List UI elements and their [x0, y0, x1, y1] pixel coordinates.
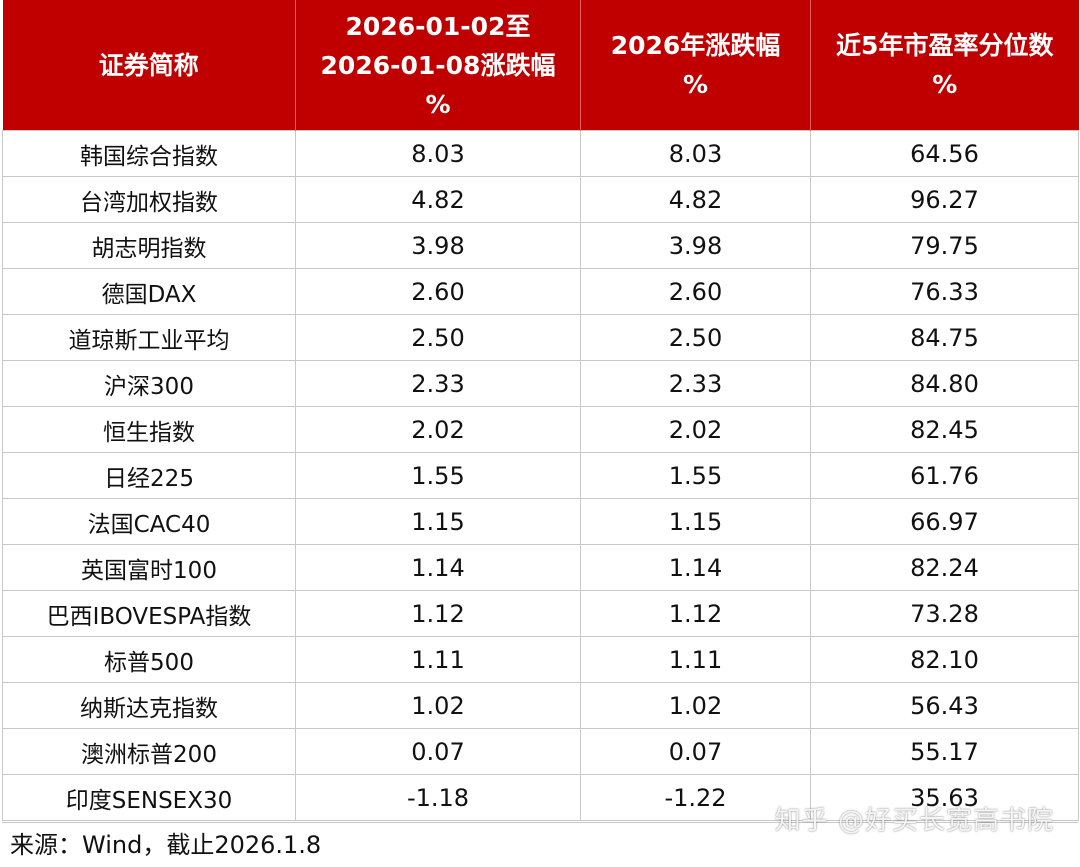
header-ytd-change: 2026年涨跌幅 %: [580, 0, 811, 131]
cell-ytd-change: 4.82: [580, 176, 811, 223]
table-row: 印度SENSEX30 -1.18 -1.22 35.63: [2, 774, 1079, 821]
table-row: 英国富时100 1.14 1.14 82.24: [2, 544, 1079, 591]
cell-weekly-change: -1.18: [295, 774, 581, 821]
cell-ytd-change: 1.55: [580, 452, 811, 499]
cell-pe-percentile: 64.56: [810, 130, 1079, 177]
table-row: 日经225 1.55 1.55 61.76: [2, 452, 1079, 499]
table-row: 巴西IBOVESPA指数 1.12 1.12 73.28: [2, 590, 1079, 637]
cell-ytd-change: 2.33: [580, 360, 811, 407]
cell-ytd-change: 2.50: [580, 314, 811, 361]
cell-pe-percentile: 76.33: [810, 268, 1079, 315]
cell-weekly-change: 4.82: [295, 176, 581, 223]
cell-security-name: 台湾加权指数: [2, 176, 296, 223]
table-row: 台湾加权指数 4.82 4.82 96.27: [2, 176, 1079, 223]
cell-ytd-change: 1.15: [580, 498, 811, 545]
cell-security-name: 道琼斯工业平均: [2, 314, 296, 361]
table-row: 恒生指数 2.02 2.02 82.45: [2, 406, 1079, 453]
data-table-container: 证券简称 2026-01-02至 2026-01-08涨跌幅 % 2026年涨跌…: [2, 0, 1079, 821]
cell-security-name: 巴西IBOVESPA指数: [2, 590, 296, 637]
header-line: 2026-01-02至: [345, 11, 531, 41]
cell-ytd-change: 0.07: [580, 728, 811, 775]
index-performance-table: 证券简称 2026-01-02至 2026-01-08涨跌幅 % 2026年涨跌…: [2, 0, 1079, 821]
cell-security-name: 恒生指数: [2, 406, 296, 453]
header-weekly-change: 2026-01-02至 2026-01-08涨跌幅 %: [295, 0, 581, 131]
cell-ytd-change: 1.11: [580, 636, 811, 683]
cell-weekly-change: 8.03: [295, 130, 581, 177]
cell-security-name: 法国CAC40: [2, 498, 296, 545]
table-row: 法国CAC40 1.15 1.15 66.97: [2, 498, 1079, 545]
cell-security-name: 印度SENSEX30: [2, 774, 296, 821]
cell-pe-percentile: 96.27: [810, 176, 1079, 223]
cell-weekly-change: 2.33: [295, 360, 581, 407]
table-header: 证券简称 2026-01-02至 2026-01-08涨跌幅 % 2026年涨跌…: [2, 0, 1079, 131]
cell-ytd-change: 8.03: [580, 130, 811, 177]
table-row: 胡志明指数 3.98 3.98 79.75: [2, 222, 1079, 269]
header-line: 近5年市盈率分位数: [836, 31, 1054, 60]
cell-weekly-change: 2.02: [295, 406, 581, 453]
cell-ytd-change: 2.02: [580, 406, 811, 453]
cell-pe-percentile: 61.76: [810, 452, 1079, 499]
cell-security-name: 胡志明指数: [2, 222, 296, 269]
cell-pe-percentile: 82.24: [810, 544, 1079, 591]
cell-ytd-change: 1.14: [580, 544, 811, 591]
cell-weekly-change: 0.07: [295, 728, 581, 775]
cell-security-name: 标普500: [2, 636, 296, 683]
cell-ytd-change: 1.02: [580, 682, 811, 729]
table-row: 沪深300 2.33 2.33 84.80: [2, 360, 1079, 407]
watermark: 知乎 @好买长宽高书院: [774, 806, 1054, 836]
cell-weekly-change: 1.12: [295, 590, 581, 637]
cell-security-name: 澳洲标普200: [2, 728, 296, 775]
cell-security-name: 沪深300: [2, 360, 296, 407]
cell-pe-percentile: 56.43: [810, 682, 1079, 729]
cell-pe-percentile: 73.28: [810, 590, 1079, 637]
cell-ytd-change: 2.60: [580, 268, 811, 315]
table-body: 韩国综合指数 8.03 8.03 64.56 台湾加权指数 4.82 4.82 96.27 胡志…: [2, 130, 1079, 821]
cell-security-name: 日经225: [2, 452, 296, 499]
cell-pe-percentile: 55.17: [810, 728, 1079, 775]
cell-weekly-change: 2.60: [295, 268, 581, 315]
cell-pe-percentile: 84.80: [810, 360, 1079, 407]
header-security-name: 证券简称: [2, 0, 296, 131]
cell-weekly-change: 2.50: [295, 314, 581, 361]
cell-weekly-change: 1.55: [295, 452, 581, 499]
header-row: 证券简称 2026-01-02至 2026-01-08涨跌幅 % 2026年涨跌…: [2, 0, 1079, 131]
cell-pe-percentile: 35.63: [810, 774, 1079, 821]
table-row: 道琼斯工业平均 2.50 2.50 84.75: [2, 314, 1079, 361]
cell-pe-percentile: 82.45: [810, 406, 1079, 453]
cell-weekly-change: 1.15: [295, 498, 581, 545]
cell-ytd-change: -1.22: [580, 774, 811, 821]
cell-security-name: 英国富时100: [2, 544, 296, 591]
header-line: 2026年涨跌幅: [610, 31, 781, 60]
cell-pe-percentile: 79.75: [810, 222, 1079, 269]
cell-pe-percentile: 82.10: [810, 636, 1079, 683]
header-line: %: [682, 70, 709, 99]
cell-pe-percentile: 84.75: [810, 314, 1079, 361]
cell-security-name: 德国DAX: [2, 268, 296, 315]
header-line: 2026-01-08涨跌幅: [320, 50, 556, 80]
cell-weekly-change: 1.02: [295, 682, 581, 729]
source-note: 来源：Wind，截止2026.1.8: [2, 822, 1078, 866]
cell-ytd-change: 3.98: [580, 222, 811, 269]
cell-ytd-change: 1.12: [580, 590, 811, 637]
cell-security-name: 韩国综合指数: [2, 130, 296, 177]
table-row: 标普500 1.11 1.11 82.10: [2, 636, 1079, 683]
cell-pe-percentile: 66.97: [810, 498, 1079, 545]
header-line: 证券简称: [98, 50, 199, 80]
cell-weekly-change: 3.98: [295, 222, 581, 269]
cell-security-name: 纳斯达克指数: [2, 682, 296, 729]
cell-weekly-change: 1.11: [295, 636, 581, 683]
header-line: %: [932, 70, 958, 99]
table-row: 韩国综合指数 8.03 8.03 64.56: [2, 130, 1079, 177]
header-pe-percentile: 近5年市盈率分位数 %: [810, 0, 1079, 131]
table-row: 澳洲标普200 0.07 0.07 55.17: [2, 728, 1079, 775]
cell-weekly-change: 1.14: [295, 544, 581, 591]
table-row: 德国DAX 2.60 2.60 76.33: [2, 268, 1079, 315]
header-line: %: [425, 89, 451, 119]
table-row: 纳斯达克指数 1.02 1.02 56.43: [2, 682, 1079, 729]
